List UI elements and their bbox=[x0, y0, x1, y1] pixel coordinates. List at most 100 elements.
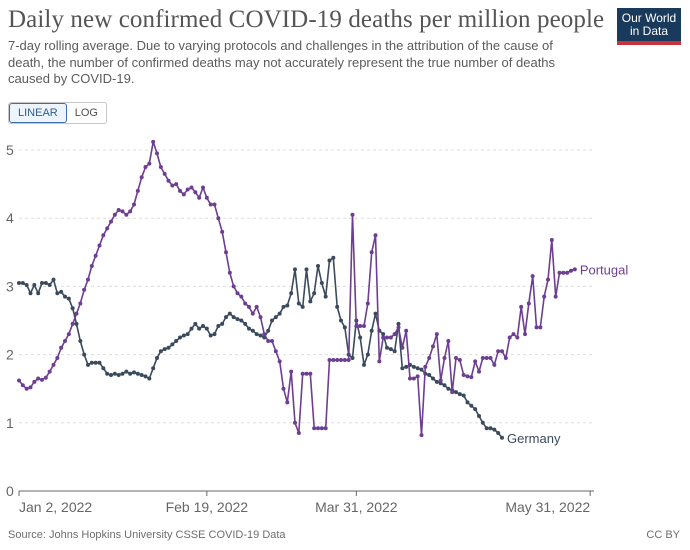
portugal-data-point bbox=[74, 311, 79, 316]
portugal-data-point bbox=[250, 311, 255, 316]
x-tick-label: Mar 31, 2022 bbox=[315, 499, 398, 515]
portugal-data-point bbox=[212, 202, 217, 207]
germany-data-point bbox=[208, 333, 213, 338]
germany-data-point bbox=[308, 299, 313, 304]
germany-data-point bbox=[20, 280, 25, 285]
linear-scale-button[interactable]: LINEAR bbox=[9, 103, 67, 123]
germany-data-point bbox=[488, 426, 493, 431]
portugal-data-point bbox=[362, 323, 366, 328]
portugal-data-point bbox=[415, 374, 420, 379]
germany-data-point bbox=[178, 335, 182, 340]
germany-data-point bbox=[365, 352, 370, 357]
portugal-data-point bbox=[193, 190, 198, 195]
germany-data-point bbox=[362, 362, 366, 367]
germany-data-point bbox=[55, 291, 60, 296]
portugal-data-point bbox=[32, 379, 37, 384]
germany-data-point bbox=[155, 356, 159, 361]
germany-data-point bbox=[392, 349, 397, 354]
germany-data-point bbox=[70, 306, 75, 311]
portugal-data-point bbox=[82, 287, 87, 292]
portugal-data-point bbox=[89, 263, 94, 268]
portugal-data-point bbox=[534, 325, 539, 330]
portugal-data-point bbox=[411, 376, 416, 381]
germany-data-point bbox=[266, 328, 271, 333]
portugal-data-point bbox=[546, 277, 550, 282]
germany-data-point bbox=[293, 267, 297, 272]
portugal-data-point bbox=[258, 315, 263, 320]
portugal-data-point bbox=[93, 253, 98, 258]
germany-data-point bbox=[78, 338, 83, 343]
portugal-data-point bbox=[78, 301, 83, 306]
portugal-data-point bbox=[70, 321, 75, 326]
germany-data-point bbox=[327, 258, 332, 263]
germany-data-point bbox=[36, 291, 41, 296]
portugal-data-point bbox=[377, 359, 382, 364]
portugal-data-point bbox=[231, 284, 236, 289]
germany-data-point bbox=[285, 303, 290, 308]
y-tick-label: 4 bbox=[6, 210, 14, 226]
germany-data-point bbox=[101, 366, 106, 371]
x-tick-label: Jan 2, 2022 bbox=[19, 499, 92, 515]
germany-data-point bbox=[369, 328, 374, 333]
portugal-data-point bbox=[197, 195, 202, 200]
germany-data-point bbox=[492, 427, 497, 432]
portugal-data-point bbox=[66, 332, 71, 337]
portugal-data-point bbox=[105, 226, 110, 231]
portugal-data-point bbox=[308, 371, 313, 376]
portugal-data-point bbox=[396, 325, 401, 330]
germany-data-point bbox=[120, 371, 125, 376]
portugal-data-point bbox=[469, 375, 474, 380]
portugal-data-point bbox=[385, 335, 389, 340]
germany-data-point bbox=[63, 294, 67, 299]
germany-data-point bbox=[350, 356, 355, 361]
logo-line-2: in Data bbox=[629, 24, 669, 38]
portugal-data-point bbox=[561, 270, 566, 275]
portugal-data-point bbox=[116, 208, 121, 213]
our-world-in-data-logo[interactable]: Our World in Data bbox=[617, 8, 681, 45]
germany-data-point bbox=[201, 323, 205, 328]
germany-data-point bbox=[128, 371, 133, 376]
germany-data-point bbox=[43, 280, 48, 285]
portugal-data-point bbox=[392, 332, 397, 337]
portugal-data-point bbox=[480, 356, 485, 361]
germany-data-point bbox=[147, 376, 152, 381]
germany-data-point bbox=[97, 360, 102, 365]
germany-data-point bbox=[442, 383, 447, 388]
germany-data-point bbox=[254, 332, 259, 337]
portugal-data-point bbox=[477, 369, 481, 374]
germany-data-point bbox=[89, 360, 94, 365]
germany-data-point bbox=[227, 311, 232, 316]
germany-data-point bbox=[181, 333, 186, 338]
portugal-data-point bbox=[28, 385, 33, 390]
portugal-data-point bbox=[289, 369, 294, 374]
source-note: Source: Johns Hopkins University CSSE CO… bbox=[8, 529, 286, 541]
portugal-data-point bbox=[158, 165, 163, 170]
portugal-data-point bbox=[270, 338, 274, 343]
portugal-data-point bbox=[277, 359, 282, 364]
portugal-data-point bbox=[296, 431, 301, 436]
portugal-data-point bbox=[208, 202, 213, 207]
portugal-data-point bbox=[204, 195, 209, 200]
portugal-data-point bbox=[423, 364, 428, 369]
portugal-data-point bbox=[523, 332, 527, 337]
germany-data-point bbox=[323, 294, 328, 299]
germany-data-point bbox=[500, 435, 504, 440]
germany-data-point bbox=[151, 366, 156, 371]
germany-data-point bbox=[193, 321, 198, 326]
germany-data-point bbox=[247, 326, 251, 331]
portugal-data-point bbox=[86, 277, 90, 282]
portugal-data-point bbox=[63, 338, 67, 343]
portugal-data-point bbox=[404, 328, 409, 333]
license-link[interactable]: CC BY bbox=[646, 529, 680, 541]
germany-data-point bbox=[400, 366, 405, 371]
log-scale-button[interactable]: LOG bbox=[74, 107, 98, 119]
germany-data-point bbox=[431, 376, 435, 381]
chart-title: Daily new confirmed COVID-19 deaths per … bbox=[8, 6, 605, 33]
portugal-data-point bbox=[542, 294, 547, 299]
portugal-data-point bbox=[354, 323, 359, 328]
portugal-data-point bbox=[216, 216, 221, 221]
portugal-data-point bbox=[572, 267, 577, 272]
germany-data-point bbox=[281, 304, 286, 309]
portugal-data-point bbox=[124, 212, 129, 217]
axis-labels: 0 1 2 3 4 5 Jan 2, 2022 Feb 19, 2022 Mar 31, 202… bbox=[6, 142, 628, 515]
